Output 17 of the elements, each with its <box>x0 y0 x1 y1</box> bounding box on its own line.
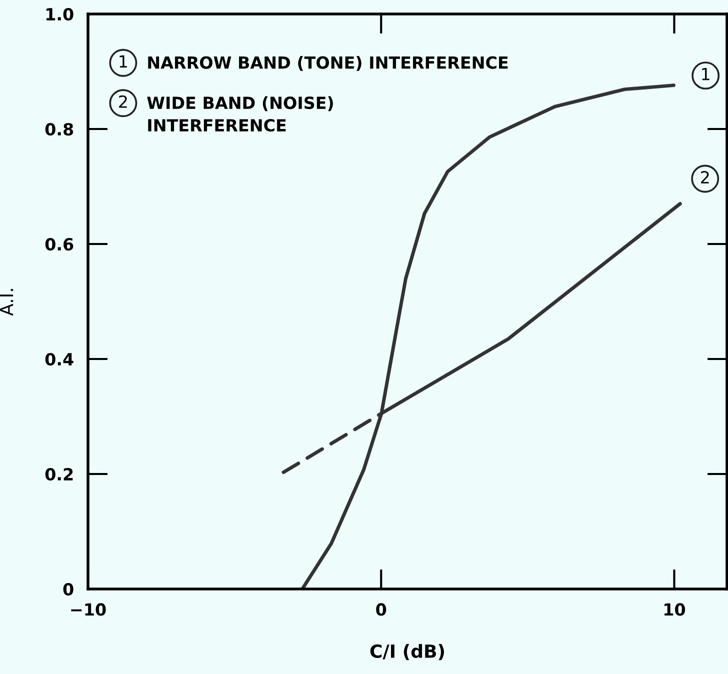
annotation: NARROW BAND (TONE) INTERFERENCE <box>148 56 508 71</box>
y-tick-label: 0 <box>63 582 74 596</box>
y-tick-label: 0.6 <box>45 238 74 251</box>
series-label: 2 <box>701 170 709 184</box>
x-tick-label: 0 <box>376 603 386 616</box>
x-axis-title: C/I (dB) <box>370 644 444 660</box>
series-label: 1 <box>702 68 710 80</box>
y-axis-title: A.I. <box>0 289 14 316</box>
y-tick-label: 0.2 <box>45 468 73 481</box>
y-tick-label: 0.8 <box>45 122 74 136</box>
x-tick-label: 10 <box>664 603 686 616</box>
text: 1 <box>120 55 127 68</box>
y-tick-label: 0.4 <box>45 352 74 366</box>
annotation: WIDE BAND (NOISE) INTERFERENCE <box>147 96 333 132</box>
x-tick-label: −10 <box>71 603 106 616</box>
y-tick-label: 1.0 <box>46 8 74 21</box>
text: 2 <box>119 95 127 108</box>
